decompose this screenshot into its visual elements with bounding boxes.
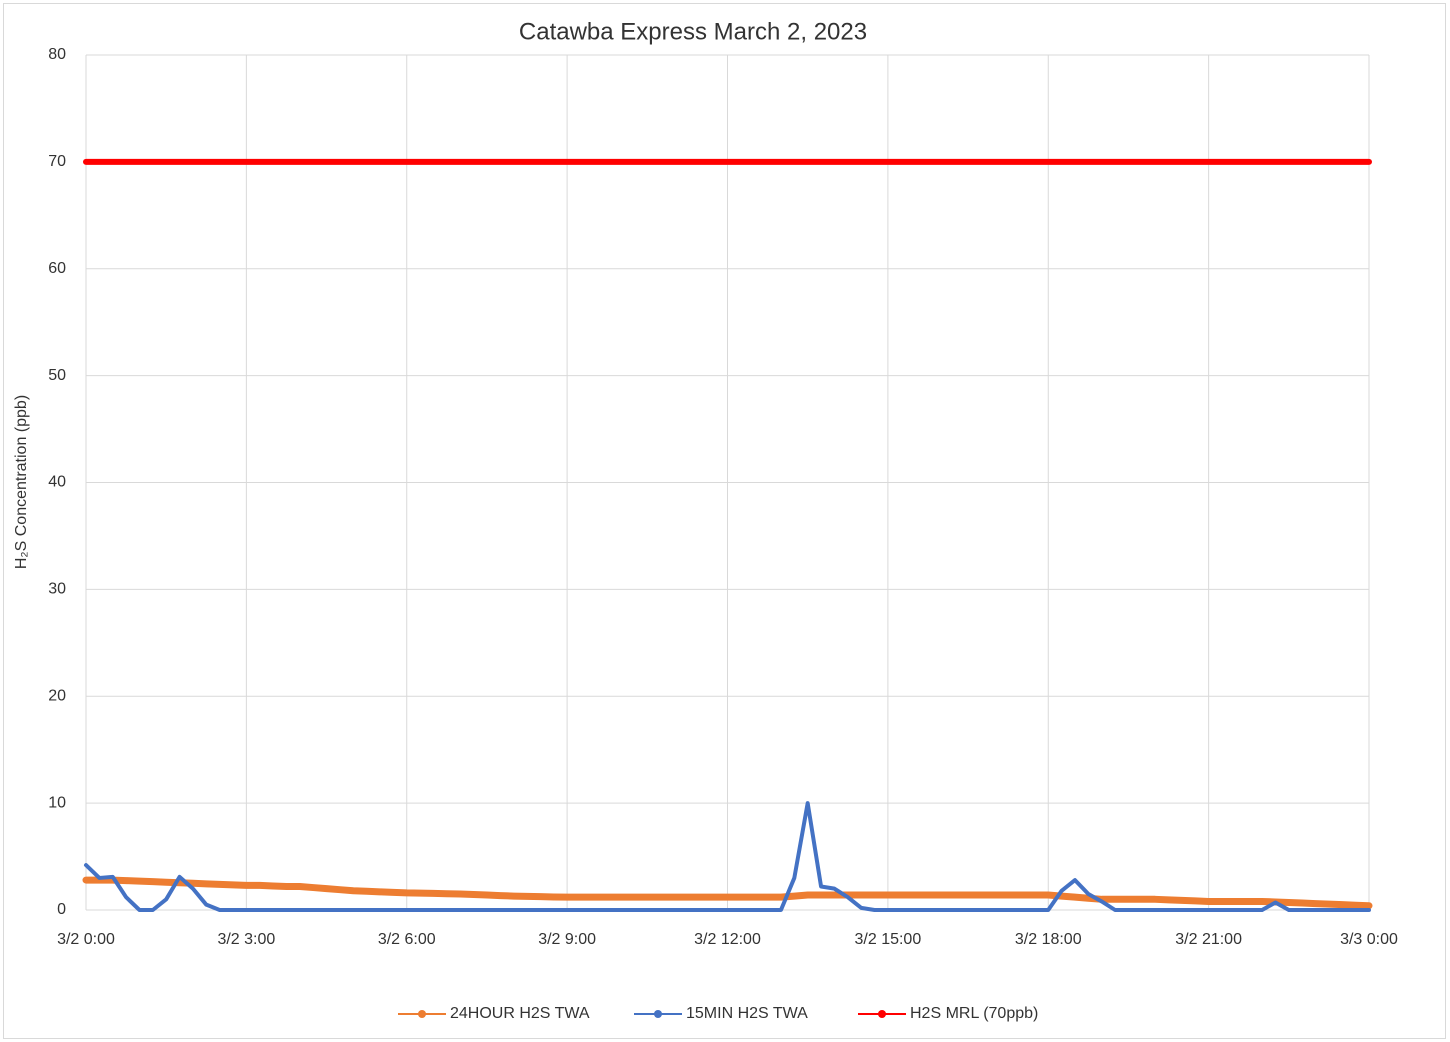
y-tick-label: 20 (48, 687, 66, 704)
y-tick-label: 50 (48, 367, 66, 384)
y-tick-label: 10 (48, 794, 66, 811)
legend-marker (654, 1010, 662, 1018)
series-line (84, 801, 1371, 912)
legend-label: H2S MRL (70ppb) (910, 1005, 1038, 1022)
chart-title: Catawba Express March 2, 2023 (519, 18, 867, 45)
y-tick-label: 70 (48, 153, 66, 170)
x-tick-label: 3/2 21:00 (1175, 931, 1242, 948)
x-tick-label: 3/2 6:00 (378, 931, 436, 948)
y-axis-label: H₂S Concentration (ppb) (13, 395, 30, 569)
x-tick-label: 3/2 0:00 (57, 931, 115, 948)
y-tick-label: 80 (48, 46, 66, 63)
x-tick-label: 3/2 18:00 (1015, 931, 1082, 948)
series-line (82, 876, 1373, 910)
chart-frame (3, 3, 1446, 1039)
x-tick-label: 3/2 15:00 (855, 931, 922, 948)
legend-marker (878, 1010, 886, 1018)
x-tick-label: 3/2 12:00 (694, 931, 761, 948)
y-tick-label: 40 (48, 474, 66, 491)
x-tick-label: 3/2 9:00 (538, 931, 596, 948)
legend-label: 24HOUR H2S TWA (450, 1005, 590, 1022)
x-tick-label: 3/3 0:00 (1340, 931, 1398, 948)
y-tick-label: 30 (48, 581, 66, 598)
legend-label: 15MIN H2S TWA (686, 1005, 808, 1022)
y-tick-label: 60 (48, 260, 66, 277)
y-tick-label: 0 (57, 901, 66, 918)
x-tick-label: 3/2 3:00 (217, 931, 275, 948)
legend-marker (418, 1010, 426, 1018)
